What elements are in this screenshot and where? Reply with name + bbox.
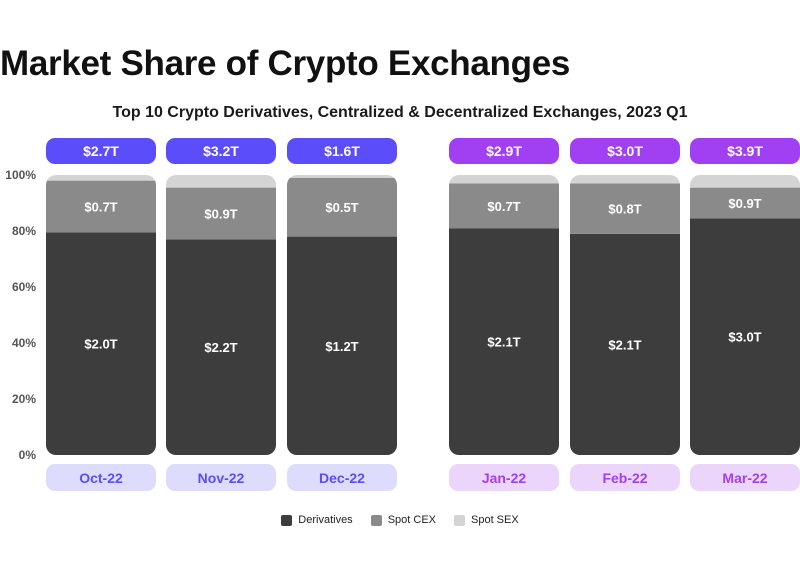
total-pill [287, 138, 397, 164]
y-tick-label: 80% [12, 224, 36, 238]
y-tick-label: 60% [12, 280, 36, 294]
bar-segment-derivatives [46, 232, 156, 455]
bar-segment-derivatives [570, 233, 680, 455]
x-tick-label: Nov-22 [198, 470, 245, 486]
total-label: $2.7T [83, 143, 119, 159]
category-pill [166, 464, 276, 491]
legend-item-spot-cex: Spot CEX [370, 514, 436, 526]
bar-Nov-22 [166, 175, 276, 455]
stacked-bar-chart: 0% 20% 40% 60% 80% 100% $2.0T $0.7T $2.7T Oct-22 $… [5, 138, 800, 491]
data-label: $2.0T [84, 337, 117, 352]
legend-label: Spot SEX [471, 514, 519, 526]
chart-subtitle: Top 10 Crypto Derivatives, Centralized &… [112, 104, 688, 121]
data-label: $0.9T [204, 207, 237, 222]
data-label: $0.8T [608, 202, 641, 217]
bar-segment-spot-cex [46, 180, 156, 233]
bar-Mar-22 [690, 175, 800, 455]
bar-segment-derivatives [166, 239, 276, 455]
bar-segment-spot-cex [449, 183, 559, 229]
legend-swatch [281, 514, 293, 526]
total-label: $3.0T [607, 143, 643, 159]
total-label: $1.6T [324, 143, 360, 159]
data-label: $0.9T [728, 196, 761, 211]
total-pill [166, 138, 276, 164]
bar-segment-spot-sex [690, 175, 800, 188]
category-pill [690, 464, 800, 491]
bar-Oct-22 [46, 175, 156, 455]
bar-Dec-22 [287, 175, 397, 455]
data-label: $2.1T [608, 337, 641, 352]
chart-legend: Derivatives Spot CEX Spot SEX [0, 514, 800, 526]
y-tick-label: 100% [5, 168, 36, 182]
category-pill [287, 464, 397, 491]
bar-Feb-22 [570, 175, 680, 455]
bar-segment-derivatives [449, 228, 559, 455]
bar-segment-spot-cex [690, 187, 800, 219]
y-tick-label: 40% [12, 336, 36, 350]
data-label: $0.7T [84, 200, 117, 215]
chart-title: Market Share of Crypto Exchanges [0, 44, 571, 83]
category-pill [449, 464, 559, 491]
data-label: $3.0T [728, 330, 761, 345]
total-pill [690, 138, 800, 164]
data-label: $2.1T [487, 335, 520, 350]
legend-swatch [370, 514, 382, 526]
bar-segment-spot-sex [449, 175, 559, 184]
bar-Jan-22 [449, 175, 559, 455]
bar-segment-spot-cex [570, 183, 680, 234]
total-label: $2.9T [486, 143, 522, 159]
bar-segment-spot-cex [287, 177, 397, 237]
bar-segment-derivatives [287, 236, 397, 455]
bar-segment-spot-sex [570, 175, 680, 184]
bar-segment-derivatives [690, 218, 800, 455]
x-tick-label: Oct-22 [79, 470, 123, 486]
total-label: $3.2T [203, 143, 239, 159]
y-tick-label: 20% [12, 392, 36, 406]
x-tick-label: Mar-22 [722, 470, 767, 486]
data-label: $0.7T [487, 199, 520, 214]
legend-item-derivatives: Derivatives [281, 514, 353, 526]
bar-segment-spot-sex [46, 175, 156, 181]
x-tick-label: Dec-22 [319, 470, 365, 486]
legend-item-spot-sex: Spot SEX [454, 514, 519, 526]
y-tick-label: 0% [19, 448, 37, 462]
bar-segment-spot-sex [287, 175, 397, 178]
x-tick-label: Feb-22 [602, 470, 647, 486]
total-label: $3.9T [727, 143, 763, 159]
category-pill [46, 464, 156, 491]
bar-segment-spot-cex [166, 187, 276, 240]
bar-segment-spot-sex [166, 175, 276, 188]
x-tick-label: Jan-22 [482, 470, 527, 486]
data-label: $1.2T [325, 339, 358, 354]
legend-swatch [454, 514, 465, 526]
category-pill [570, 464, 680, 491]
total-pill [46, 138, 156, 164]
data-label: $2.2T [204, 340, 237, 355]
legend-label: Spot CEX [387, 514, 436, 526]
total-pill [449, 138, 559, 164]
total-pill [570, 138, 680, 164]
legend-label: Derivatives [298, 514, 353, 526]
data-label: $0.5T [325, 200, 358, 215]
